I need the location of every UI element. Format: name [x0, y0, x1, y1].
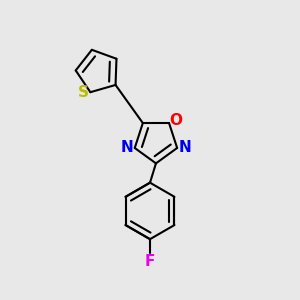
Text: F: F [145, 254, 155, 269]
Text: S: S [78, 85, 89, 100]
Text: O: O [169, 112, 182, 128]
Text: N: N [178, 140, 191, 155]
Text: N: N [121, 140, 134, 155]
